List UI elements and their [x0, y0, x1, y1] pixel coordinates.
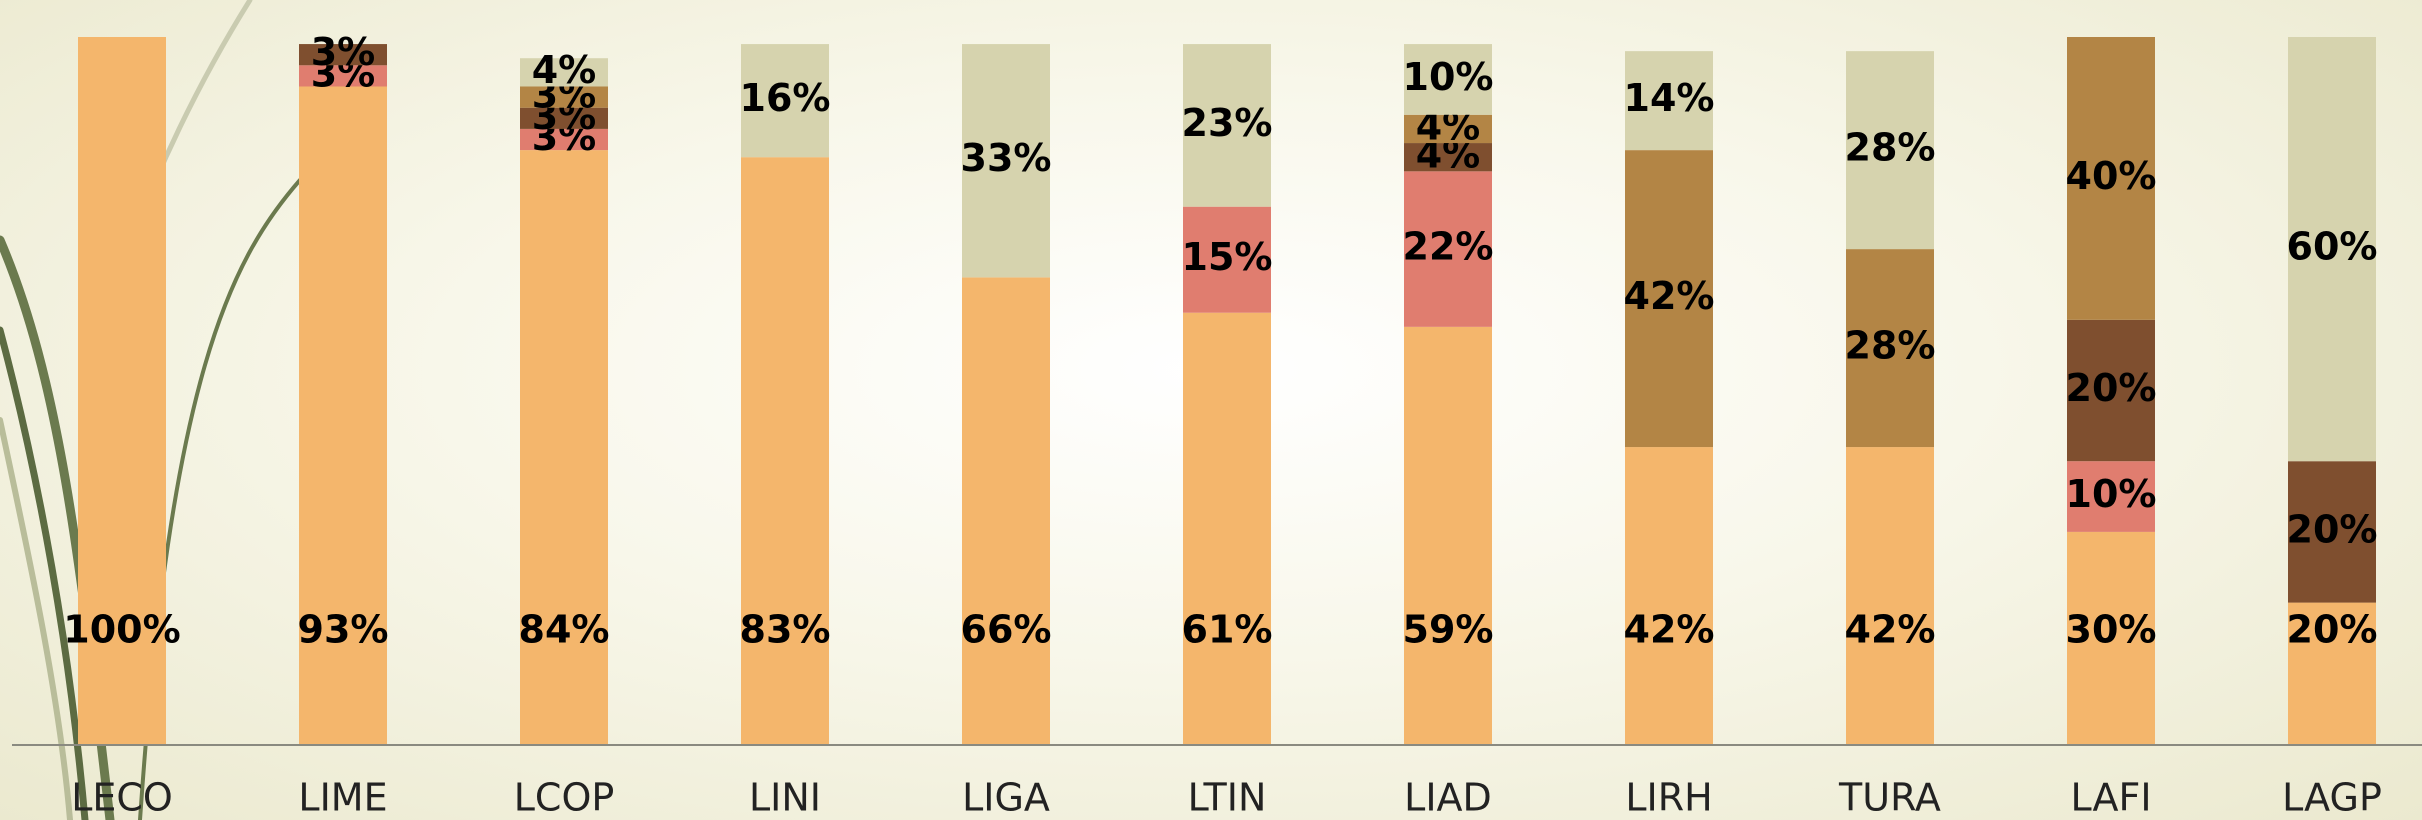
value-label: 100% — [63, 608, 180, 652]
x-tick-label: LCOP — [514, 776, 615, 820]
bar-segment — [1625, 447, 1713, 744]
value-label: 22% — [1403, 225, 1494, 269]
x-tick-label: LAFI — [2070, 776, 2151, 820]
value-label: 28% — [1845, 324, 1936, 368]
x-tick-label: LINI — [749, 776, 821, 820]
value-label: 16% — [740, 76, 831, 120]
value-label: 61% — [1182, 608, 1273, 652]
value-label: 10% — [2066, 472, 2157, 516]
value-label: 14% — [1624, 76, 1715, 120]
x-tick-label: LIME — [298, 776, 387, 820]
value-label: 3% — [311, 30, 376, 74]
bar-segment — [520, 150, 608, 744]
x-tick-label: LIRH — [1625, 776, 1712, 820]
value-label: 28% — [1845, 126, 1936, 170]
value-label: 15% — [1182, 235, 1273, 279]
x-tick-label: LECO — [71, 776, 173, 820]
value-label: 10% — [1403, 55, 1494, 99]
value-label: 23% — [1182, 101, 1273, 145]
bar-segment — [1846, 447, 1934, 744]
chart: LECO100%LIME93%3%3%LCOP84%3%3%3%4%LINI83… — [0, 0, 2422, 820]
value-label: 20% — [2287, 608, 2378, 652]
value-label: 33% — [961, 136, 1052, 180]
bar-segment — [1183, 313, 1271, 744]
x-tick-label: TURA — [1838, 776, 1941, 820]
value-label: 60% — [2287, 225, 2378, 269]
x-tick-label: LIAD — [1404, 776, 1492, 820]
value-label: 59% — [1403, 608, 1494, 652]
value-label: 83% — [740, 608, 831, 652]
value-label: 42% — [1624, 274, 1715, 318]
value-label: 93% — [298, 608, 389, 652]
bar-segment — [962, 277, 1050, 744]
value-label: 42% — [1845, 608, 1936, 652]
x-tick-label: LIGA — [962, 776, 1050, 820]
page: LECO100%LIME93%3%3%LCOP84%3%3%3%4%LINI83… — [0, 0, 2422, 820]
value-label: 42% — [1624, 608, 1715, 652]
value-label: 40% — [2066, 154, 2157, 198]
value-label: 4% — [532, 48, 597, 92]
value-label: 20% — [2066, 366, 2157, 410]
x-tick-label: LAGP — [2282, 776, 2382, 820]
value-label: 84% — [519, 608, 610, 652]
bar-segment — [1404, 327, 1492, 744]
value-label: 66% — [961, 608, 1052, 652]
bar-segment — [741, 157, 829, 744]
x-tick-label: LTIN — [1188, 776, 1267, 820]
value-label: 20% — [2287, 507, 2378, 551]
value-label: 30% — [2066, 608, 2157, 652]
